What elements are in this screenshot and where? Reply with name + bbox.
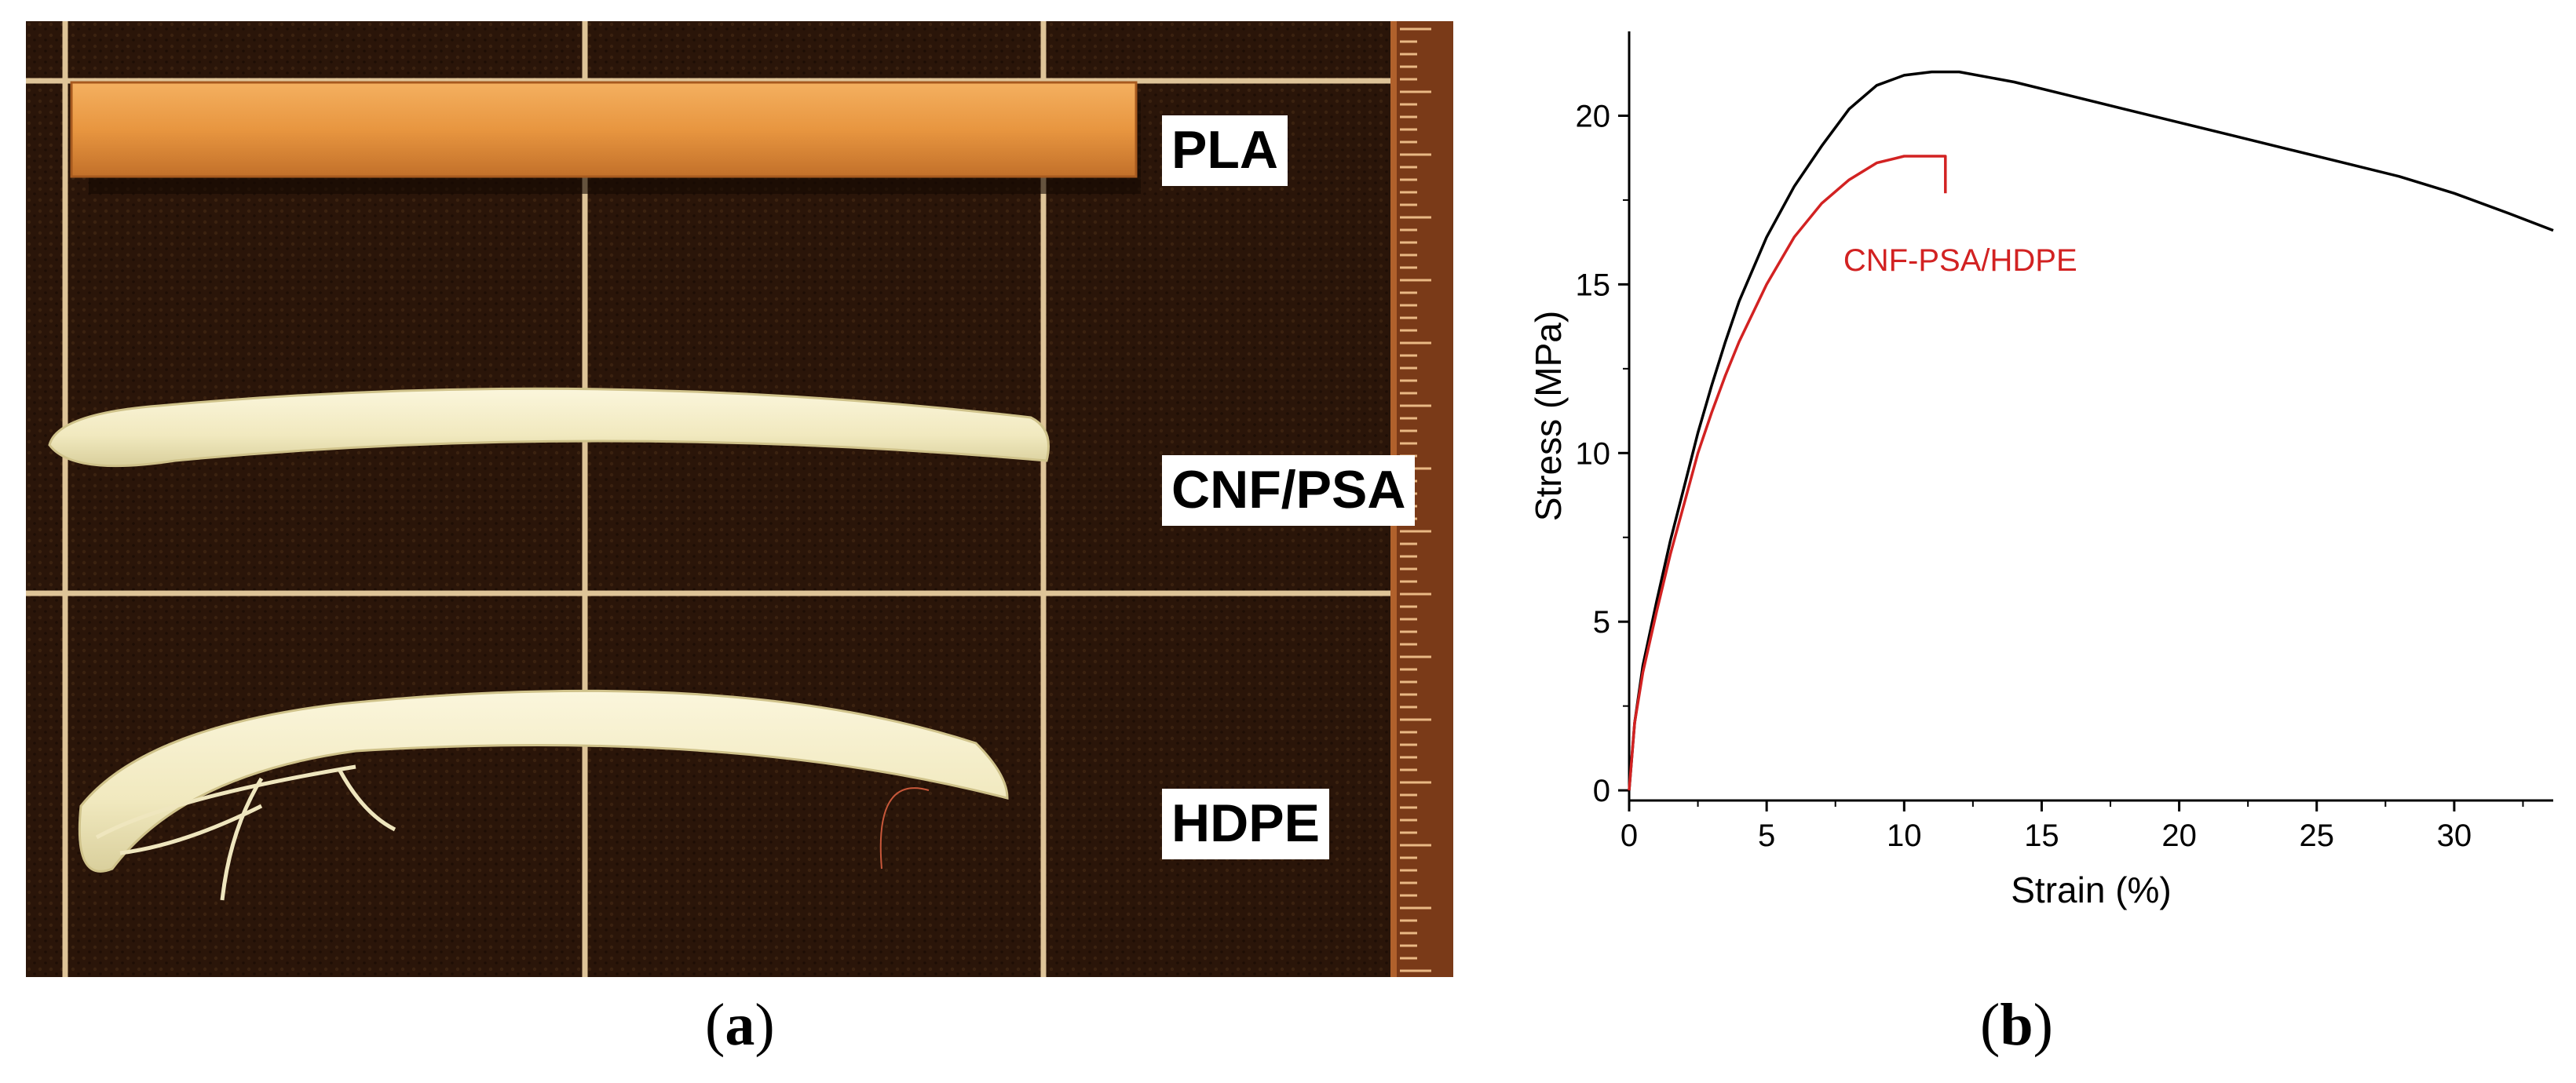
- caption-b-letter: b: [2000, 992, 2033, 1058]
- caption-a-letter: a: [725, 992, 755, 1058]
- x-ticks: 0 5 10 15 20 25 30: [1621, 800, 2524, 853]
- annotation-cnf-psa-hdpe: CNF-PSA/HDPE: [1843, 243, 2077, 278]
- hdpe-filament: [78, 689, 1009, 873]
- pla-bar: [70, 81, 1138, 178]
- label-cnf-psa: CNF/PSA: [1162, 455, 1416, 526]
- x-tick-label: 25: [2299, 819, 2334, 853]
- sample-photo: PLA CNF/PSA HDPE: [26, 21, 1453, 977]
- hdpe-fibers: [95, 764, 396, 901]
- x-tick-label: 15: [2024, 819, 2059, 853]
- hdpe-red-fiber: [879, 787, 930, 870]
- label-hdpe: HDPE: [1162, 789, 1329, 859]
- series-line-1: [1628, 70, 2554, 791]
- series-line-2: [1628, 155, 1947, 791]
- x-tick-label: 0: [1621, 819, 1638, 853]
- y-ticks: 0 5 10 15 20: [1576, 99, 1629, 808]
- y-axis-label: Stress (MPa): [1528, 311, 1569, 521]
- chart-series: [1628, 70, 2554, 791]
- stress-strain-chart: 0 5 10 15 20 25 30 0 5 10 15 20 CNF-PSA/HDPE Strai…: [1528, 31, 2554, 910]
- y-tick-label: 20: [1576, 99, 1611, 133]
- cnf-psa-filament: [48, 387, 1050, 468]
- caption-a: (a): [705, 992, 775, 1058]
- label-pla: PLA: [1162, 115, 1288, 186]
- x-axis-label: Strain (%): [2011, 870, 2171, 910]
- y-tick-label: 10: [1576, 436, 1611, 471]
- y-tick-label: 15: [1576, 268, 1611, 302]
- x-tick-label: 10: [1887, 819, 1922, 853]
- x-tick-label: 5: [1758, 819, 1775, 853]
- y-tick-label: 0: [1593, 774, 1610, 808]
- x-tick-label: 20: [2161, 819, 2197, 853]
- y-tick-label: 5: [1593, 605, 1610, 640]
- caption-b: (b): [1980, 992, 2053, 1058]
- x-tick-label: 30: [2437, 819, 2472, 853]
- chart-axes: [1628, 31, 2553, 802]
